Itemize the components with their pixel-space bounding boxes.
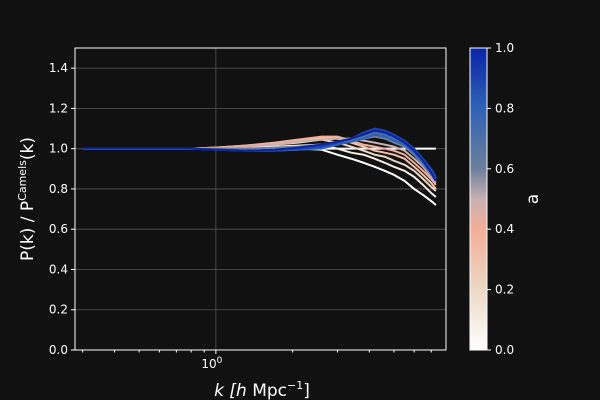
y-tick-label: 1.4 bbox=[49, 61, 68, 75]
series-line bbox=[82, 133, 437, 182]
colorbar-tick-label: 0.2 bbox=[495, 283, 514, 297]
y-tick-label: 1.2 bbox=[49, 101, 68, 115]
plot-frame bbox=[74, 47, 447, 351]
colorbar-ticks: 0.0 0.2 0.4 0.6 0.8 1.0 bbox=[487, 41, 514, 357]
x-tick-label: 100 bbox=[201, 356, 222, 371]
x-axis-label: k [h Mpc−1] bbox=[214, 379, 310, 400]
colorbar-label: a bbox=[523, 194, 543, 204]
y-tick-label: 0.6 bbox=[49, 222, 68, 236]
colorbar-tick-label: 0.6 bbox=[495, 162, 514, 176]
y-tick-label: 0.2 bbox=[49, 303, 68, 317]
grid bbox=[75, 48, 446, 351]
series-group bbox=[82, 127, 437, 206]
series-line bbox=[82, 129, 437, 182]
colorbar-tick-label: 0.4 bbox=[495, 222, 514, 236]
y-tick-label: 0.8 bbox=[49, 182, 68, 196]
y-tick-label: 1.0 bbox=[49, 142, 68, 156]
colorbar-tick-label: 0.0 bbox=[495, 343, 514, 357]
y-tick-label: 0.0 bbox=[49, 343, 68, 357]
y-axis-label: P(k) / PCamels(k) bbox=[16, 137, 38, 261]
y-tick-label: 0.4 bbox=[49, 262, 68, 276]
x-axis-ticks: 100 bbox=[82, 350, 432, 371]
colorbar-tick-label: 1.0 bbox=[495, 41, 514, 55]
y-axis-ticks: 0.0 0.2 0.4 0.6 0.8 1.0 1.2 1.4 bbox=[49, 61, 75, 357]
colorbar-tick-label: 0.8 bbox=[495, 101, 514, 115]
colorbar bbox=[469, 47, 488, 351]
series-line bbox=[82, 137, 437, 184]
